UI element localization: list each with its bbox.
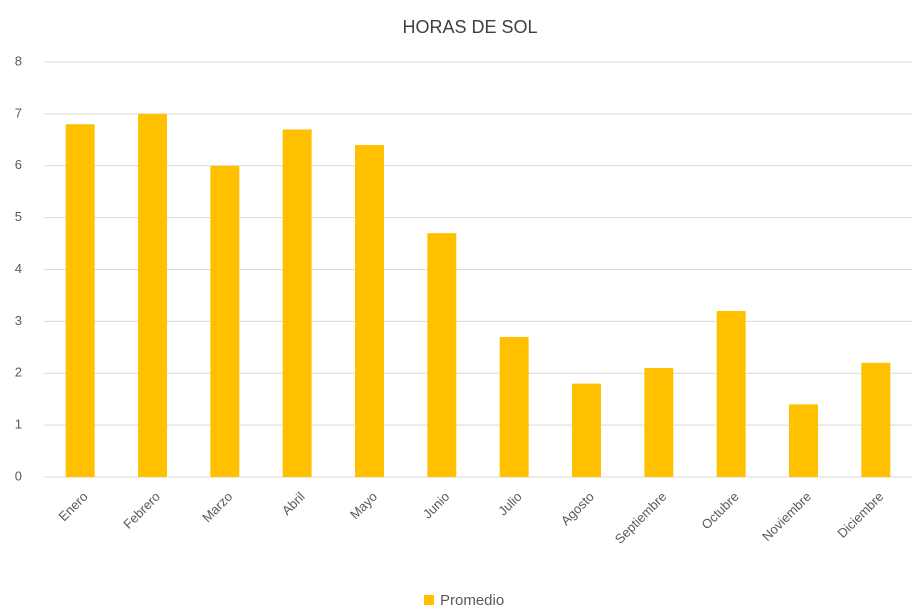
bar [789, 404, 818, 477]
x-tick-label: Abril [279, 489, 308, 518]
bar [499, 336, 529, 477]
x-tick-label: Enero [56, 489, 91, 524]
x-tick-label: Noviembre [759, 489, 814, 544]
bar [282, 129, 312, 477]
x-tick-label: Julio [495, 489, 525, 519]
y-tick-label: 2 [15, 365, 22, 380]
y-tick-label: 0 [15, 468, 22, 483]
x-tick-label: Marzo [199, 489, 235, 525]
legend-label: Promedio [440, 592, 504, 609]
bar [65, 124, 95, 477]
y-tick-label: 1 [15, 417, 22, 432]
y-tick-label: 7 [15, 105, 22, 120]
x-tick-label: Mayo [347, 489, 380, 522]
y-tick-label: 8 [15, 53, 22, 68]
y-tick-label: 6 [15, 157, 22, 172]
bar [861, 362, 891, 477]
bar [355, 145, 384, 477]
bar [716, 311, 746, 477]
y-tick-label: 3 [15, 313, 22, 328]
bar [210, 165, 240, 477]
chart-title: HORAS DE SOL [402, 17, 537, 37]
x-tick-label: Octubre [698, 489, 741, 532]
bar [427, 233, 457, 477]
bar [572, 383, 601, 477]
x-tick-label: Agosto [558, 489, 597, 528]
x-tick-label: Septiembre [612, 489, 670, 547]
y-tick-label: 5 [15, 209, 22, 224]
y-tick-label: 4 [15, 261, 22, 276]
x-tick-label: Junio [420, 489, 453, 522]
legend-swatch [424, 595, 434, 605]
x-tick-label: Diciembre [834, 489, 886, 541]
bar [138, 113, 167, 477]
bar [644, 368, 674, 477]
x-tick-label: Febrero [120, 489, 163, 532]
